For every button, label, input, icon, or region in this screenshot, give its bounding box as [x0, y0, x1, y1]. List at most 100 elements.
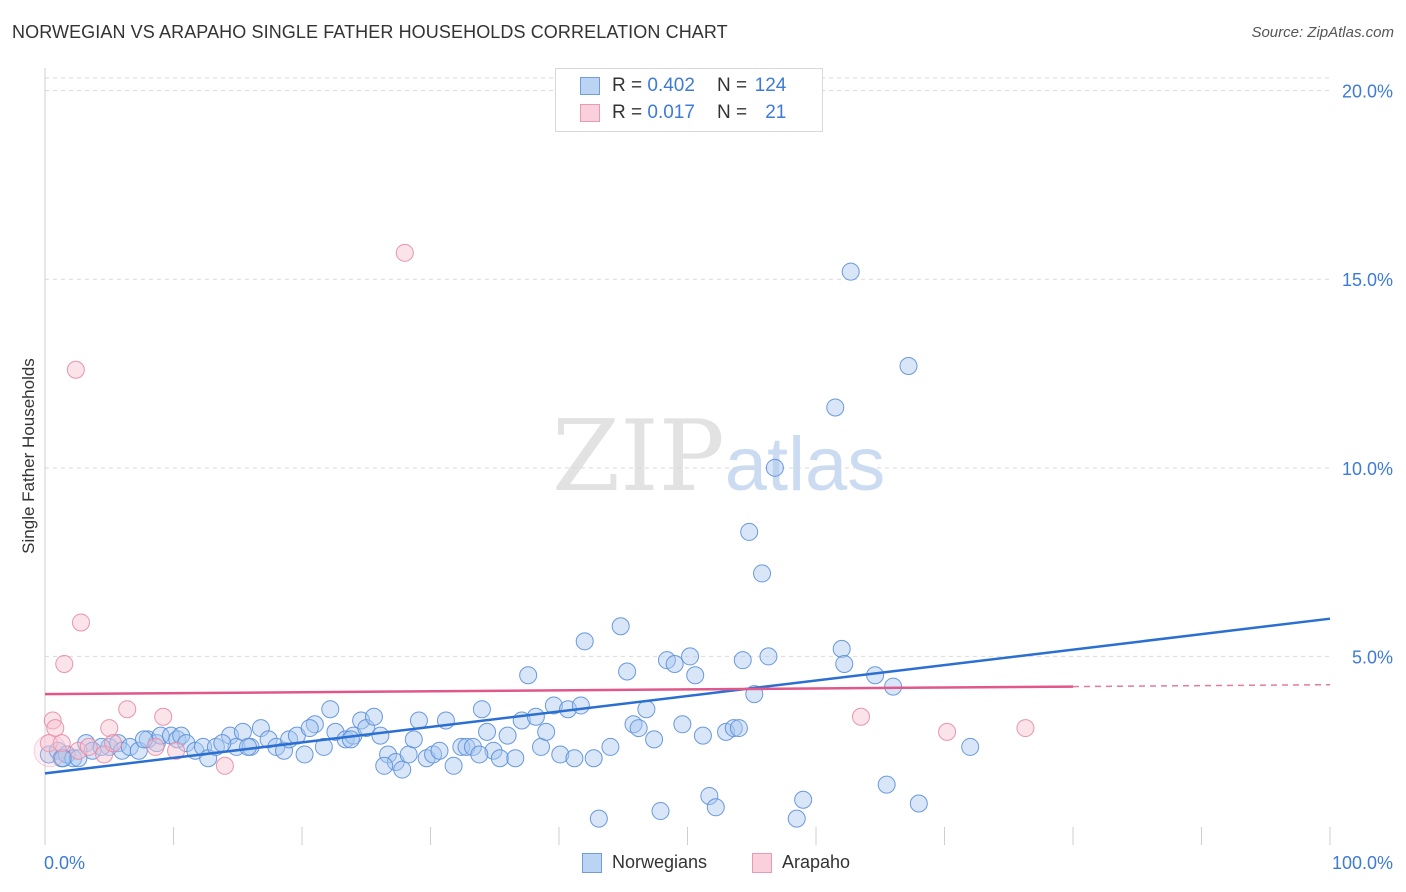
arapaho-point — [104, 734, 123, 753]
norwegian-point — [472, 700, 491, 719]
norwegian-point — [681, 647, 700, 666]
norwegian-point — [233, 722, 252, 741]
arapaho-trend-line — [44, 685, 1074, 696]
norwegian-point — [404, 730, 423, 749]
norwegian-point — [794, 790, 813, 809]
y-tick-label: 15.0% — [1342, 270, 1393, 290]
legend-row-norwegians: R = 0.402 N = 124 — [580, 75, 786, 97]
norwegian-point — [532, 737, 551, 756]
norwegian-point — [899, 356, 918, 375]
legend-r-label: R = — [612, 75, 643, 96]
legend-swatch-blue — [580, 77, 600, 95]
norwegian-point — [787, 809, 806, 828]
norwegian-point — [379, 745, 398, 764]
norwegian-point — [601, 737, 620, 756]
norwegian-point — [526, 707, 545, 726]
norwegian-point — [478, 722, 497, 741]
arapaho-point — [146, 737, 165, 756]
norwegian-point — [575, 632, 594, 651]
norwegian-point — [295, 745, 314, 764]
norwegian-point — [629, 719, 648, 738]
norwegian-point — [393, 760, 412, 779]
x-tick-label-max: 100.0% — [1332, 853, 1393, 873]
norwegian-point — [765, 458, 784, 477]
arapaho-point — [1016, 719, 1035, 738]
norwegian-point — [375, 756, 394, 775]
norwegian-point — [275, 741, 294, 760]
norwegian-point — [877, 775, 896, 794]
norwegian-point — [565, 749, 584, 768]
norwegian-point — [571, 696, 590, 715]
norwegian-point — [92, 737, 111, 756]
arapaho-point — [938, 722, 957, 741]
norwegian-point — [584, 749, 603, 768]
x-tick-label-min: 0.0% — [44, 853, 85, 873]
y-tick-label: 5.0% — [1352, 647, 1393, 667]
norwegian-point — [826, 398, 845, 417]
norwegian-point — [537, 722, 556, 741]
legend-n-label: N = — [716, 102, 748, 123]
point-layer — [33, 243, 1035, 828]
norwegian-point — [444, 756, 463, 775]
norwegian-point — [706, 798, 725, 817]
norwegian-point — [961, 737, 980, 756]
legend-r-value: 0.017 — [647, 102, 695, 123]
norwegian-point — [740, 522, 759, 541]
chart-title: NORWEGIAN VS ARAPAHO SINGLE FATHER HOUSE… — [12, 22, 728, 42]
norwegian-point — [651, 802, 670, 821]
arapaho-trend-extension — [1072, 683, 1331, 688]
norwegian-point — [177, 734, 196, 753]
source-label: Source: ZipAtlas.com — [1251, 24, 1394, 41]
arapaho-point — [118, 700, 137, 719]
arapaho-point — [71, 613, 90, 632]
norwegian-point — [69, 749, 88, 768]
arapaho-point — [69, 741, 88, 760]
norwegian-point — [645, 730, 664, 749]
norwegian-point — [637, 700, 656, 719]
norwegian-point — [490, 749, 509, 768]
arapaho-point — [79, 737, 98, 756]
norwegian-point — [498, 726, 517, 745]
norwegian-point — [399, 745, 418, 764]
y-axis-label: Single Father Households — [19, 358, 38, 554]
norwegian-point — [506, 749, 525, 768]
norwegian-point — [693, 726, 712, 745]
y-tick-label: 20.0% — [1342, 82, 1393, 102]
arapaho-point — [46, 719, 65, 738]
watermark-zip: ZIP — [552, 400, 725, 514]
legend-swatch-pink — [580, 104, 600, 122]
norwegian-point — [519, 666, 538, 685]
norwegian-point — [364, 707, 383, 726]
norwegian-point — [841, 262, 860, 281]
norwegian-point — [259, 730, 278, 749]
arapaho-point — [100, 719, 119, 738]
norwegian-point — [753, 564, 772, 583]
norwegian-point — [151, 726, 170, 745]
norwegian-point — [700, 786, 719, 805]
bottom-swatch-pink — [752, 852, 772, 873]
bottom-legend-label: Arapaho — [782, 852, 851, 872]
arapaho-point — [55, 654, 74, 673]
norwegian-point — [909, 794, 928, 813]
legend-n-label: N = — [716, 75, 748, 96]
legend-r-value: 0.402 — [647, 75, 695, 96]
norwegian-point — [470, 745, 489, 764]
norwegian-point — [314, 737, 333, 756]
legend-row-arapaho: R = 0.017 N = 21 — [580, 102, 786, 124]
norwegian-point — [484, 741, 503, 760]
cluster-point — [33, 734, 67, 768]
stats-legend: R = 0.402 N = 124 R = 0.017 N = 21 — [555, 68, 823, 132]
norwegian-point — [341, 730, 360, 749]
watermark: ZIPatlas — [552, 400, 885, 514]
norwegian-point — [544, 696, 563, 715]
norwegian-point — [884, 677, 903, 696]
norwegian-point — [673, 715, 692, 734]
norwegian-point — [733, 651, 752, 670]
y-tick-label: 10.0% — [1342, 459, 1393, 479]
norwegian-point — [53, 749, 72, 768]
arapaho-point — [52, 734, 71, 753]
norwegian-point — [611, 617, 630, 636]
watermark-atlas: atlas — [724, 422, 886, 507]
arapaho-point — [395, 243, 414, 262]
grid-layer — [45, 77, 1330, 657]
